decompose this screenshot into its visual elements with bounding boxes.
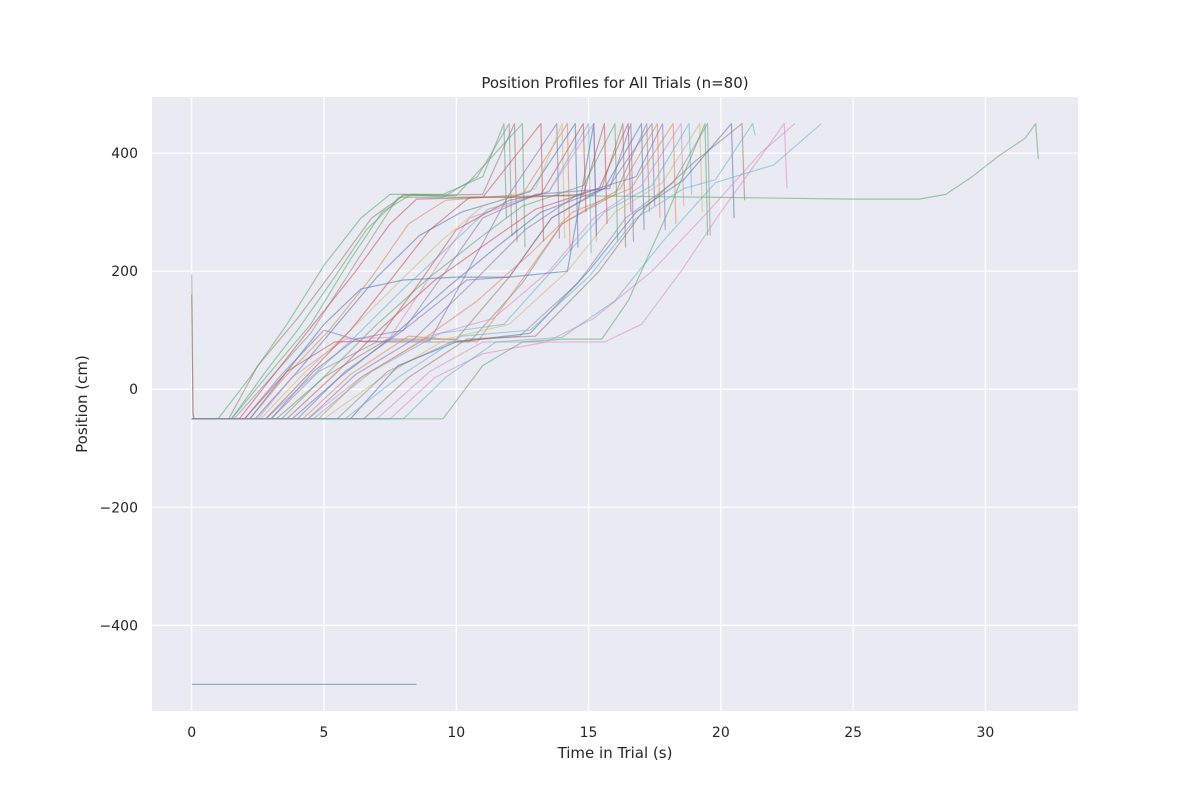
trial-trace-5 — [191, 122, 545, 420]
trial-trace-11 — [191, 122, 592, 420]
trial-trace-28 — [191, 122, 709, 420]
x-tick-label: 30 — [976, 725, 994, 741]
trial-trace-25 — [191, 122, 788, 420]
trial-trace-8 — [191, 122, 579, 420]
y-tick-label: 400 — [111, 146, 138, 162]
trial-trace-33 — [191, 122, 677, 420]
trial-trace-12 — [191, 122, 650, 420]
x-tick-label: 20 — [712, 725, 730, 741]
x-tick-label: 0 — [187, 725, 196, 741]
trial-trace-18 — [191, 122, 661, 420]
trial-trace-27 — [191, 123, 822, 420]
trial-trace-21 — [191, 122, 703, 420]
trial-trace-13 — [191, 122, 627, 420]
x-tick-label: 25 — [844, 725, 862, 741]
trial-trace-37 — [191, 122, 756, 420]
trial-trace-17 — [191, 122, 656, 420]
trial-trace-9 — [191, 122, 598, 420]
y-tick-label: −400 — [100, 618, 138, 634]
trial-trace-10 — [191, 122, 566, 420]
trial-trace-31 — [191, 122, 608, 420]
trial-trace-26 — [191, 123, 796, 420]
trial-trace-35 — [191, 122, 587, 420]
traces-layer — [191, 122, 1039, 686]
trial-trace-30 — [191, 122, 598, 420]
trial-trace-22 — [191, 122, 711, 420]
trial-trace-32 — [191, 122, 635, 420]
y-tick-label: 200 — [111, 264, 138, 280]
ticks-layer: 0 5 10 15 20 25 30 −400 −200 0 200 400 — [100, 146, 995, 741]
y-axis-label: Position (cm) — [73, 355, 91, 453]
trial-trace-16 — [191, 122, 645, 420]
trial-trace-15 — [191, 122, 632, 420]
trial-trace-29 — [191, 122, 1039, 420]
trial-trace-36 — [191, 122, 666, 420]
x-tick-label: 5 — [320, 725, 329, 741]
trial-trace-24 — [191, 122, 746, 420]
y-tick-label: 0 — [129, 382, 138, 398]
x-tick-label: 15 — [580, 725, 598, 741]
trial-trace-19 — [191, 122, 685, 420]
x-axis-label: Time in Trial (s) — [557, 744, 673, 762]
y-tick-label: −200 — [100, 500, 138, 516]
trial-trace-7 — [191, 122, 571, 420]
plot-background — [152, 97, 1078, 711]
chart-title: Position Profiles for All Trials (n=80) — [481, 74, 748, 92]
trial-trace-34 — [191, 122, 508, 420]
x-tick-label: 10 — [447, 725, 465, 741]
